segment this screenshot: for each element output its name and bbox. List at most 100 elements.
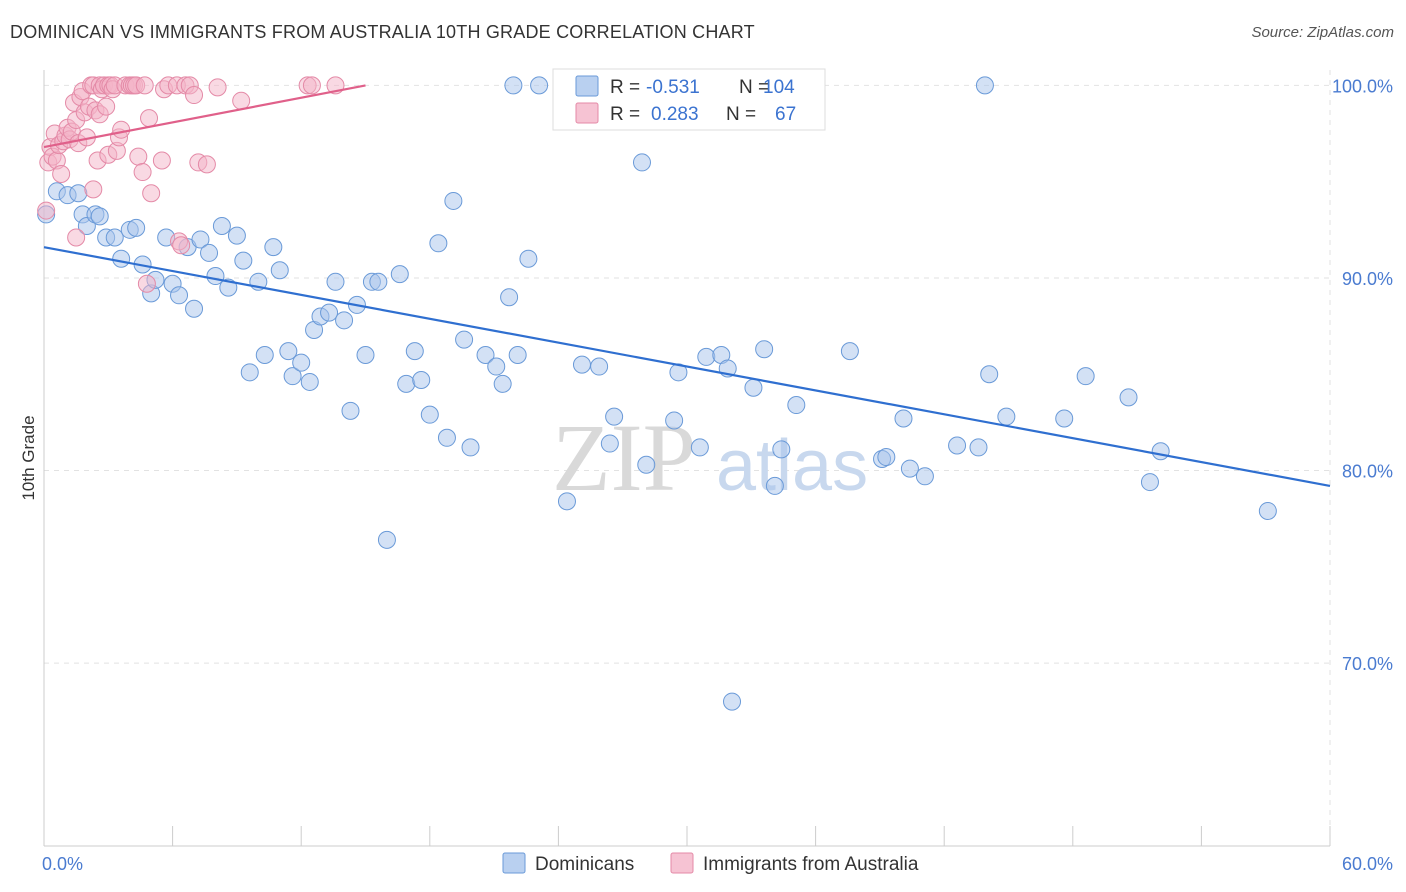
dominicans-point [420, 405, 439, 424]
dominicans-point [390, 265, 409, 284]
y-tick-label: 100.0% [1332, 76, 1393, 96]
series-legend: Dominicans Immigrants from Australia [502, 852, 919, 875]
dominicans-point [787, 396, 806, 415]
dominicans-point [279, 342, 298, 361]
dominicans-point [504, 76, 523, 95]
dominicans-point [765, 476, 784, 495]
dominicans-point [283, 367, 302, 386]
dominicans-point [461, 438, 480, 457]
dominicans-point [191, 230, 210, 249]
dominicans-point [455, 330, 474, 349]
dominicans-point [227, 226, 246, 245]
dominicans-point [1258, 501, 1277, 520]
australia-point [208, 78, 227, 97]
chart-title: DOMINICAN VS IMMIGRANTS FROM AUSTRALIA 1… [10, 22, 755, 42]
dominicans-point [557, 492, 576, 511]
dominicans-point [744, 378, 763, 397]
x-tick-labels: 0.0% 60.0% [42, 854, 1393, 874]
dominicans-point [300, 372, 319, 391]
trend-lines [43, 84, 1331, 488]
dominicans-point [341, 401, 360, 420]
watermark: ZIP atlas [552, 404, 868, 511]
stats-legend-r-value-1: 0.283 [651, 104, 699, 125]
dominicans-point [894, 409, 913, 428]
dominicans-point [665, 411, 684, 430]
dominicans-point [1076, 367, 1095, 386]
australia-point [129, 147, 148, 166]
australia-point [97, 97, 116, 116]
dominicans-point [500, 288, 519, 307]
australia-point [302, 76, 321, 95]
dominicans-point [530, 76, 549, 95]
x-tick-label: 0.0% [42, 854, 83, 874]
stats-legend-swatch-australia [575, 102, 599, 124]
legend-label-dominicans: Dominicans [535, 854, 634, 875]
stats-legend-r-value-0: -0.531 [646, 77, 700, 98]
dominicans-point [519, 249, 538, 268]
australia-point [112, 120, 131, 139]
series-australia-points [37, 76, 345, 293]
australia-trend-line [43, 84, 366, 149]
dominicans-point [326, 272, 345, 291]
dominicans-point [997, 407, 1016, 426]
australia-point [185, 86, 204, 105]
dominicans-point [900, 459, 919, 478]
dominicans-point [397, 374, 416, 393]
stats-legend-n-label-0: N = [739, 77, 769, 98]
dominicans-point [444, 191, 463, 210]
dominicans-point [219, 278, 238, 297]
dominicans-point [320, 303, 339, 322]
dominicans-point [255, 345, 274, 364]
australia-point [152, 151, 171, 170]
dominicans-point [600, 434, 619, 453]
dominicans-point [840, 342, 859, 361]
stats-legend: R = -0.531 N = 104 R = 0.283 N = 67 [552, 68, 826, 131]
stats-legend-n-value-0: 104 [763, 77, 795, 98]
dominicans-point [112, 249, 131, 268]
dominicans-point [915, 467, 934, 486]
australia-point [133, 163, 152, 182]
axes [43, 70, 1331, 847]
australia-point [135, 76, 154, 95]
dominicans-point [755, 340, 774, 359]
y-tick-label: 90.0% [1342, 269, 1393, 289]
dominicans-point [1140, 473, 1159, 492]
dominicans-point [437, 428, 456, 447]
stats-legend-n-label-1: N = [726, 104, 756, 125]
source-label: Source: ZipAtlas.com [1251, 24, 1394, 41]
dominicans-point [335, 311, 354, 330]
australia-point [140, 109, 159, 128]
dominicans-point [476, 345, 495, 364]
dominicans-point [969, 438, 988, 457]
legend-swatch-australia [670, 852, 694, 874]
y-axis-title: 10th Grade [19, 415, 38, 500]
dominicans-point [105, 228, 124, 247]
dominicans-point [270, 261, 289, 280]
dominicans-point [240, 363, 259, 382]
dominicans-point [508, 345, 527, 364]
dominicans-point [1151, 442, 1170, 461]
dominicans-point [697, 347, 716, 366]
dominicans-point [980, 365, 999, 384]
dominicans-point [429, 234, 448, 253]
dominicans-point [1119, 388, 1138, 407]
x-tick-label: 60.0% [1342, 854, 1393, 874]
dominicans-point [69, 184, 88, 203]
dominicans-point [212, 216, 231, 235]
y-tick-label: 70.0% [1342, 654, 1393, 674]
dominicans-point [487, 357, 506, 376]
dominicans-point [605, 407, 624, 426]
stats-legend-r-label-0: R = [610, 77, 640, 98]
australia-point [197, 155, 216, 174]
dominicans-point [637, 455, 656, 474]
australia-point [172, 236, 191, 255]
dominicans-point [572, 355, 591, 374]
stats-legend-swatch-dominicans [575, 75, 599, 97]
legend-swatch-dominicans [502, 852, 526, 874]
australia-point [52, 164, 71, 183]
dominicans-point [632, 153, 651, 172]
australia-point [232, 91, 251, 110]
dominicans-point [127, 218, 146, 237]
dominicans-point [264, 238, 283, 257]
